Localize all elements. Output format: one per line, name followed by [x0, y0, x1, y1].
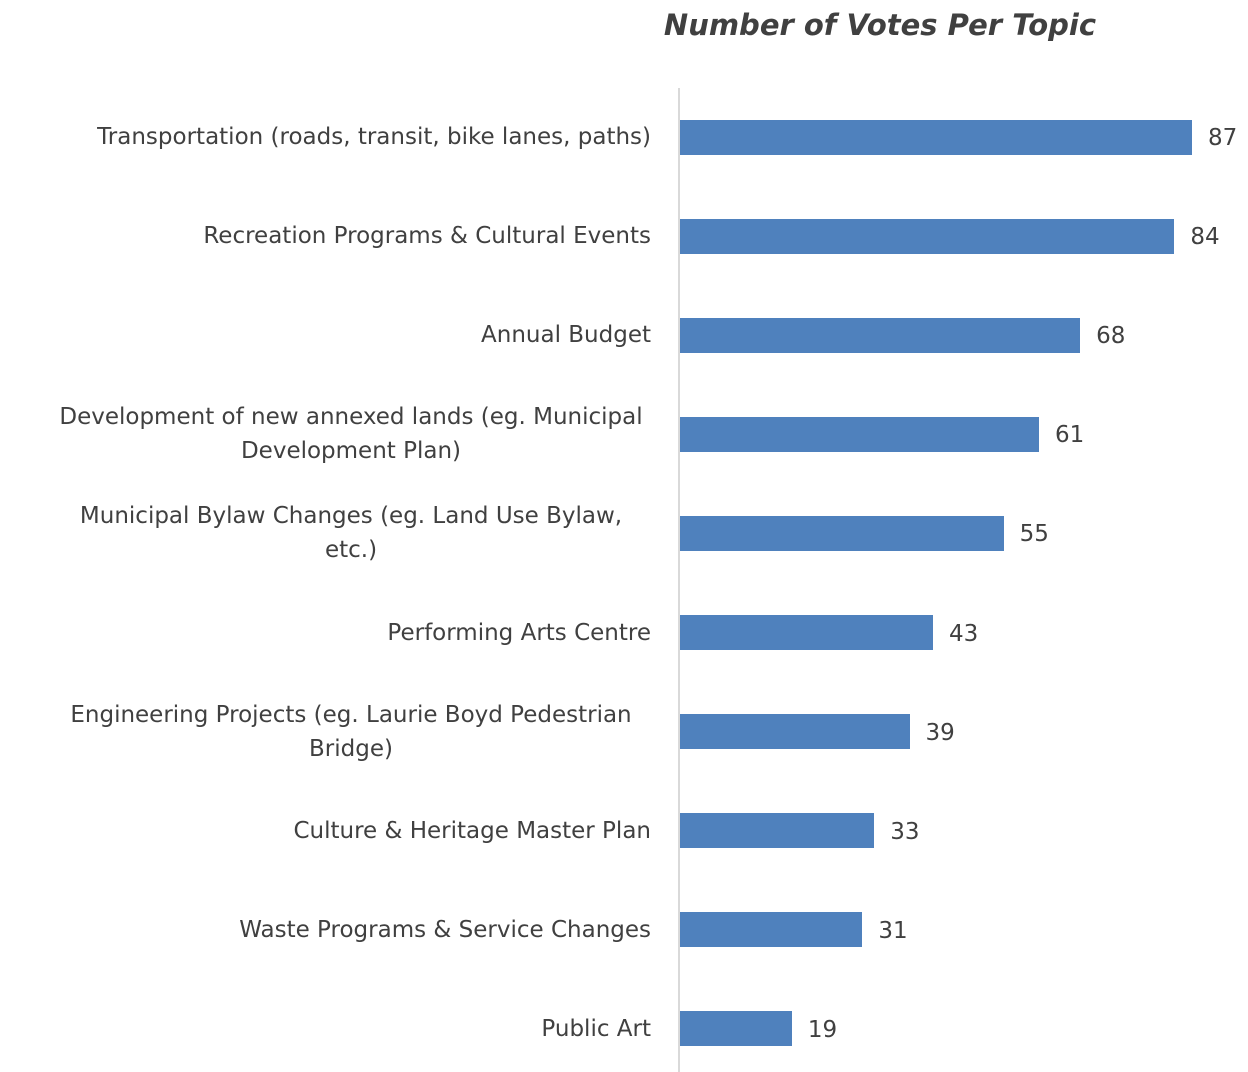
data-label: 87	[1208, 125, 1238, 151]
data-label: 61	[1054, 422, 1085, 449]
bar	[680, 515, 1004, 551]
data-label: 43	[949, 620, 979, 647]
data-label: 39	[925, 719, 955, 746]
category-label: Development of new annexed lands (eg. Mu…	[59, 404, 643, 465]
bar	[680, 813, 875, 849]
category-label: Recreation Programs & Cultural Events	[203, 223, 651, 250]
data-label: 31	[878, 917, 908, 944]
category-label: Performing Arts Centre	[387, 619, 651, 646]
bar	[680, 317, 1081, 353]
bar	[680, 912, 863, 948]
category-label: Municipal Bylaw Changes (eg. Land Use By…	[79, 503, 623, 564]
chart-title: Number of Votes Per Topic	[663, 8, 1097, 42]
bar	[680, 416, 1039, 452]
data-label: 33	[890, 818, 920, 845]
data-label: 68	[1096, 323, 1126, 350]
category-label: Waste Programs & Service Changes	[239, 916, 651, 943]
bar	[680, 615, 934, 650]
category-axis	[678, 88, 680, 1072]
bar	[680, 119, 1192, 155]
category-label: Engineering Projects (eg. Laurie Boyd Pe…	[70, 701, 632, 762]
category-label: Culture & Heritage Master Plan	[293, 817, 651, 844]
data-label: 55	[1019, 521, 1049, 548]
data-label: 19	[807, 1016, 838, 1043]
category-label: Transportation (roads, transit, bike lan…	[97, 124, 651, 150]
category-label: Public Art	[541, 1015, 651, 1042]
bar	[680, 714, 910, 750]
category-label: Annual Budget	[481, 322, 651, 349]
data-label: 84	[1190, 224, 1220, 251]
bar	[680, 1011, 792, 1047]
bar	[680, 218, 1175, 254]
